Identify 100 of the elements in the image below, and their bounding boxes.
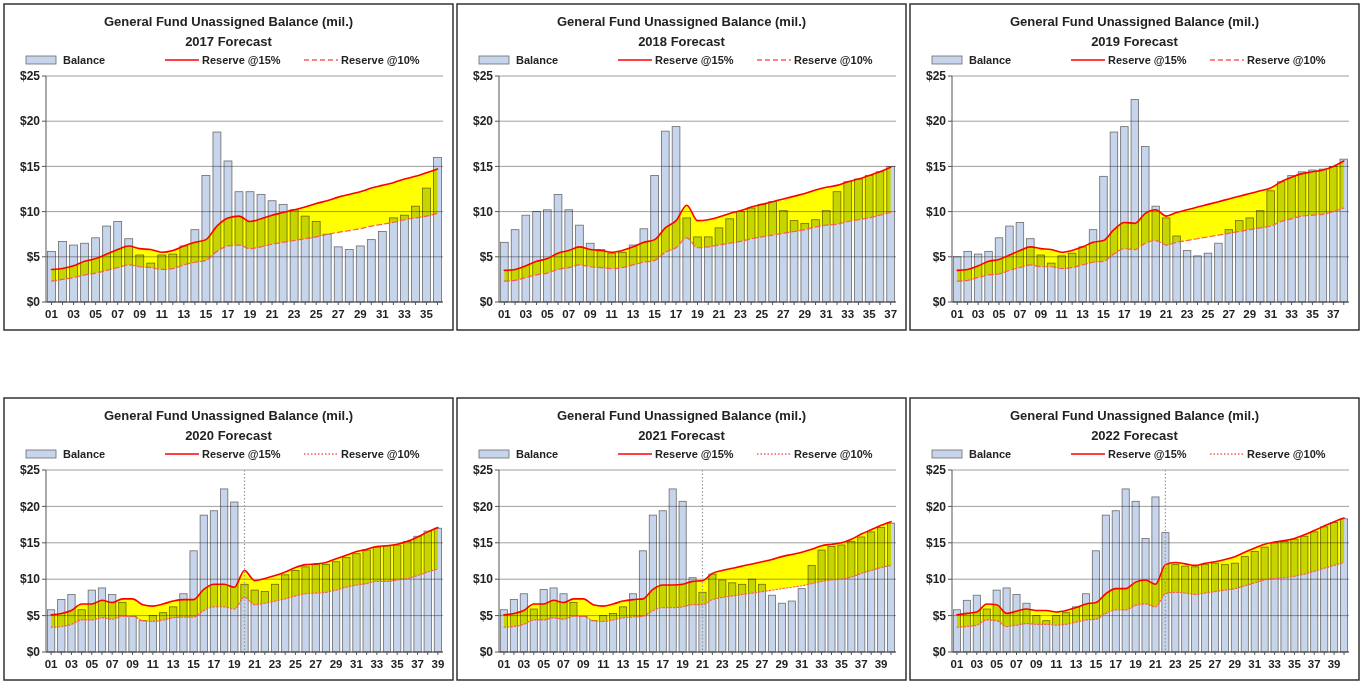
bar — [575, 224, 584, 303]
bar — [91, 237, 100, 303]
x-tick-label: 35 — [862, 308, 877, 320]
x-tick-label: 07 — [562, 308, 576, 320]
bar — [1220, 564, 1229, 653]
bar — [411, 205, 420, 303]
legend-label: Balance — [63, 54, 106, 66]
bar — [366, 239, 376, 303]
bar — [300, 215, 310, 303]
chart-title: General Fund Unassigned Balance (mil.) — [103, 14, 354, 29]
x-tick-label: 31 — [795, 658, 809, 670]
x-tick-label: 09 — [1034, 308, 1048, 320]
bar — [887, 522, 896, 653]
legend-label: Reserve @15% — [202, 54, 281, 66]
y-tick-label: $5 — [479, 250, 494, 264]
bar — [1211, 562, 1219, 653]
x-tick-label: 19 — [243, 308, 257, 320]
bar — [607, 252, 616, 303]
x-tick-label: 21 — [696, 658, 710, 670]
bar — [1182, 250, 1192, 303]
x-tick-label: 39 — [431, 658, 445, 670]
chart-subtitle: 2017 Forecast — [185, 34, 273, 49]
x-tick-label: 19 — [691, 308, 704, 320]
x-tick-label: 05 — [990, 658, 1004, 670]
bar — [270, 583, 280, 653]
x-tick-label: 33 — [398, 308, 411, 320]
x-tick-label: 19 — [676, 658, 690, 670]
bar — [532, 211, 541, 303]
x-tick-label: 15 — [187, 658, 201, 670]
bar — [619, 606, 628, 653]
x-tick-label: 21 — [1149, 658, 1163, 670]
y-tick-label: $10 — [19, 572, 41, 587]
x-tick-label: 19 — [1129, 658, 1143, 670]
x-tick-label: 21 — [248, 658, 262, 670]
bar — [220, 488, 229, 653]
x-tick-label: 35 — [835, 658, 849, 670]
bar — [80, 242, 89, 303]
legend-label: Reserve @15% — [1108, 54, 1187, 66]
bar — [159, 612, 168, 653]
y-tick-label: $0 — [479, 645, 494, 660]
bar — [190, 229, 200, 303]
bar — [1340, 518, 1349, 653]
x-tick-label: 37 — [884, 308, 898, 320]
line-series — [503, 211, 892, 282]
legend-label: Balance — [969, 54, 1012, 66]
y-tick-label: $20 — [19, 499, 41, 514]
x-tick-label: 37 — [1307, 658, 1321, 670]
bar — [843, 181, 852, 303]
y-tick-label: $15 — [472, 536, 494, 550]
y-tick-label: $25 — [19, 69, 41, 84]
x-tick-label: 23 — [1180, 308, 1194, 320]
chart-title: General Fund Unassigned Balance (mil.) — [556, 408, 807, 423]
legend-label: Reserve @15% — [655, 54, 734, 66]
bar — [124, 238, 134, 303]
y-tick-label: $20 — [925, 114, 947, 129]
y-tick-label: $0 — [26, 645, 41, 660]
x-tick-label: 19 — [1138, 308, 1152, 320]
x-tick-label: 19 — [227, 658, 241, 670]
x-tick-label: 39 — [874, 658, 888, 670]
y-tick-label: $10 — [472, 204, 494, 219]
bar — [519, 593, 528, 653]
x-tick-label: 05 — [85, 658, 99, 670]
x-tick-label: 35 — [390, 658, 405, 670]
line-series — [956, 561, 1345, 628]
x-tick-label: 27 — [755, 658, 769, 670]
bar — [1330, 522, 1339, 653]
bar — [146, 262, 156, 303]
bar — [618, 251, 627, 303]
x-tick-label: 13 — [616, 658, 630, 670]
bar — [972, 594, 981, 653]
bar — [113, 221, 123, 303]
bar — [661, 130, 670, 303]
legend-label: Reserve @10% — [794, 448, 873, 460]
x-tick-label: 13 — [626, 308, 640, 320]
chart-subtitle: 2019 Forecast — [1091, 34, 1179, 49]
line-series — [50, 568, 439, 628]
bar — [499, 609, 508, 653]
x-tick-label: 25 — [755, 308, 769, 320]
x-tick-label: 11 — [597, 658, 610, 670]
y-tick-label: $25 — [472, 463, 494, 478]
bar — [97, 587, 107, 653]
x-tick-label: 01 — [950, 658, 964, 670]
y-tick-label: $5 — [479, 608, 494, 623]
bar — [332, 561, 341, 653]
x-tick-label: 27 — [1208, 658, 1222, 670]
bar — [1091, 550, 1100, 653]
line-series — [50, 212, 439, 282]
bar — [47, 609, 56, 653]
x-tick-label: 05 — [540, 308, 555, 320]
x-tick-label: 05 — [537, 658, 551, 670]
legend-label: Reserve @10% — [794, 54, 873, 66]
y-tick-label: $15 — [19, 159, 41, 174]
x-tick-label: 35 — [420, 308, 434, 320]
y-tick-label: $10 — [19, 204, 41, 219]
bar — [400, 214, 409, 303]
y-tick-label: $5 — [26, 250, 41, 264]
x-tick-label: 15 — [648, 308, 662, 320]
x-tick-label: 17 — [1117, 308, 1131, 320]
bar — [854, 178, 863, 303]
bar — [777, 602, 786, 653]
